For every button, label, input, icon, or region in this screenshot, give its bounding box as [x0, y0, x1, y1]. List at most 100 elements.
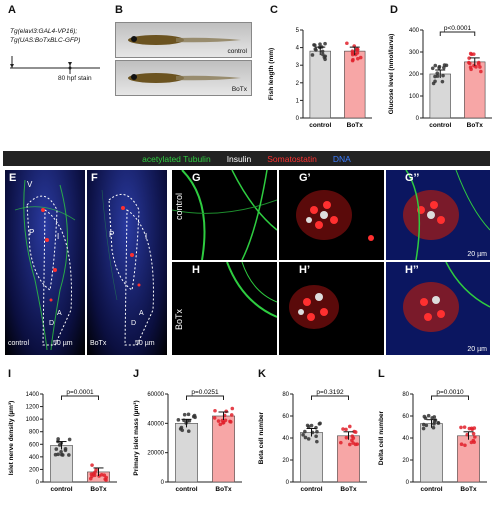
y-tick-label: 3: [296, 63, 300, 69]
data-point: [230, 406, 235, 411]
panel-label-a: A: [8, 4, 16, 16]
axis-a-label: A: [57, 310, 62, 317]
panel-label-i: I: [8, 368, 12, 380]
data-point: [459, 425, 463, 430]
data-point: [322, 55, 327, 60]
scale-bar-label: 20 µm: [467, 346, 487, 353]
micrograph-h-prime: [279, 262, 384, 355]
y-tick-label: 60: [402, 414, 409, 420]
y-tick-label: 4: [296, 46, 300, 52]
data-point: [318, 42, 322, 47]
data-point: [90, 463, 94, 467]
data-point: [459, 442, 464, 447]
significance-bracket: [311, 395, 349, 400]
data-point: [59, 452, 64, 457]
bar-control: [300, 432, 323, 483]
data-point: [474, 65, 478, 69]
y-tick-label: 0: [416, 116, 420, 122]
bar-control: [429, 73, 451, 119]
data-point: [468, 51, 473, 56]
data-point: [347, 424, 352, 429]
data-point: [441, 73, 445, 78]
data-point: [54, 447, 59, 451]
data-point: [478, 65, 482, 69]
condition-label: BoTx: [90, 340, 107, 347]
label-i: I: [145, 232, 148, 241]
y-tick-label: 20: [402, 458, 409, 464]
y-tick-label: 800: [29, 430, 40, 436]
y-axis-label: Delta cell number: [378, 410, 385, 465]
y-axis-label: Fish length (mm): [268, 48, 275, 100]
data-point: [187, 418, 192, 423]
data-point: [473, 435, 477, 439]
data-point: [309, 423, 314, 428]
data-point: [351, 436, 356, 440]
label-p: P: [109, 230, 115, 239]
data-point: [57, 443, 62, 447]
y-tick-label: 40: [282, 436, 289, 442]
x-tick-label: control: [429, 122, 451, 129]
data-point: [229, 413, 234, 417]
data-point: [462, 425, 467, 429]
larva-botx-label: BoTx: [231, 86, 247, 93]
data-point: [350, 58, 355, 63]
data-point: [317, 422, 322, 426]
data-point: [224, 409, 229, 414]
y-tick-label: 100: [409, 94, 420, 100]
scale-bar-label: 50 µm: [53, 340, 73, 347]
row-label-botx: BoTx: [174, 308, 184, 330]
y-tick-label: 40: [402, 436, 409, 442]
panel-label-h-prime: H’: [299, 264, 310, 276]
data-point: [471, 52, 476, 56]
data-point: [436, 421, 441, 425]
data-point: [312, 43, 316, 47]
scale-bar-label: 20 µm: [467, 251, 487, 258]
data-point: [180, 428, 185, 433]
genotype-line1: Tg(elavl3:GAL4-VP16);: [10, 28, 78, 35]
y-tick-label: 1: [296, 98, 300, 104]
data-point: [435, 71, 440, 75]
data-point: [221, 421, 225, 425]
scale-bar-label: 50 µm: [135, 340, 155, 347]
data-point: [339, 440, 343, 445]
data-point: [463, 443, 467, 448]
stain-legend: acetylated Tubulin Insulin Somatostatin …: [3, 151, 490, 166]
y-tick-label: 0: [406, 480, 410, 486]
data-point: [421, 426, 426, 431]
bar-botx: [212, 415, 235, 483]
x-tick-label: control: [50, 486, 72, 493]
data-point: [97, 474, 101, 478]
y-tick-label: 200: [409, 72, 420, 78]
data-point: [440, 79, 445, 84]
timeline-diagram: [10, 56, 100, 74]
panel-label-c: C: [270, 4, 278, 16]
y-tick-label: 5: [296, 28, 300, 34]
micrograph-f: P I BoTx 50 µm A D: [87, 170, 167, 355]
y-tick-label: 20000: [147, 451, 164, 457]
data-point: [467, 426, 472, 431]
stain-time: 80 hpf stain: [58, 75, 92, 82]
data-point: [433, 74, 437, 79]
y-tick-label: 400: [409, 28, 420, 34]
data-point: [179, 425, 184, 430]
data-point: [91, 472, 96, 476]
data-point: [467, 56, 471, 60]
data-point: [310, 53, 315, 57]
data-point: [430, 416, 434, 420]
data-point: [345, 41, 349, 46]
panel-label-e: E: [9, 172, 17, 184]
data-point: [344, 435, 349, 440]
condition-label: control: [8, 340, 30, 347]
chart-primary-islet-mass: 0 20000 40000 60000 Primary islet mass (µm³)…: [133, 389, 242, 493]
data-point: [358, 55, 363, 60]
data-point: [353, 430, 358, 434]
y-tick-label: 300: [409, 50, 420, 56]
y-axis-label: Islet nerve density (µm³): [8, 401, 15, 476]
y-tick-label: 0: [286, 480, 290, 486]
axis-a-label: A: [139, 310, 144, 317]
legend-tubulin: acetylated Tubulin: [142, 153, 211, 164]
y-axis-label: Beta cell number: [258, 411, 265, 464]
data-point: [344, 427, 348, 432]
y-tick-label: 80: [282, 392, 289, 398]
bar-control: [420, 423, 443, 483]
